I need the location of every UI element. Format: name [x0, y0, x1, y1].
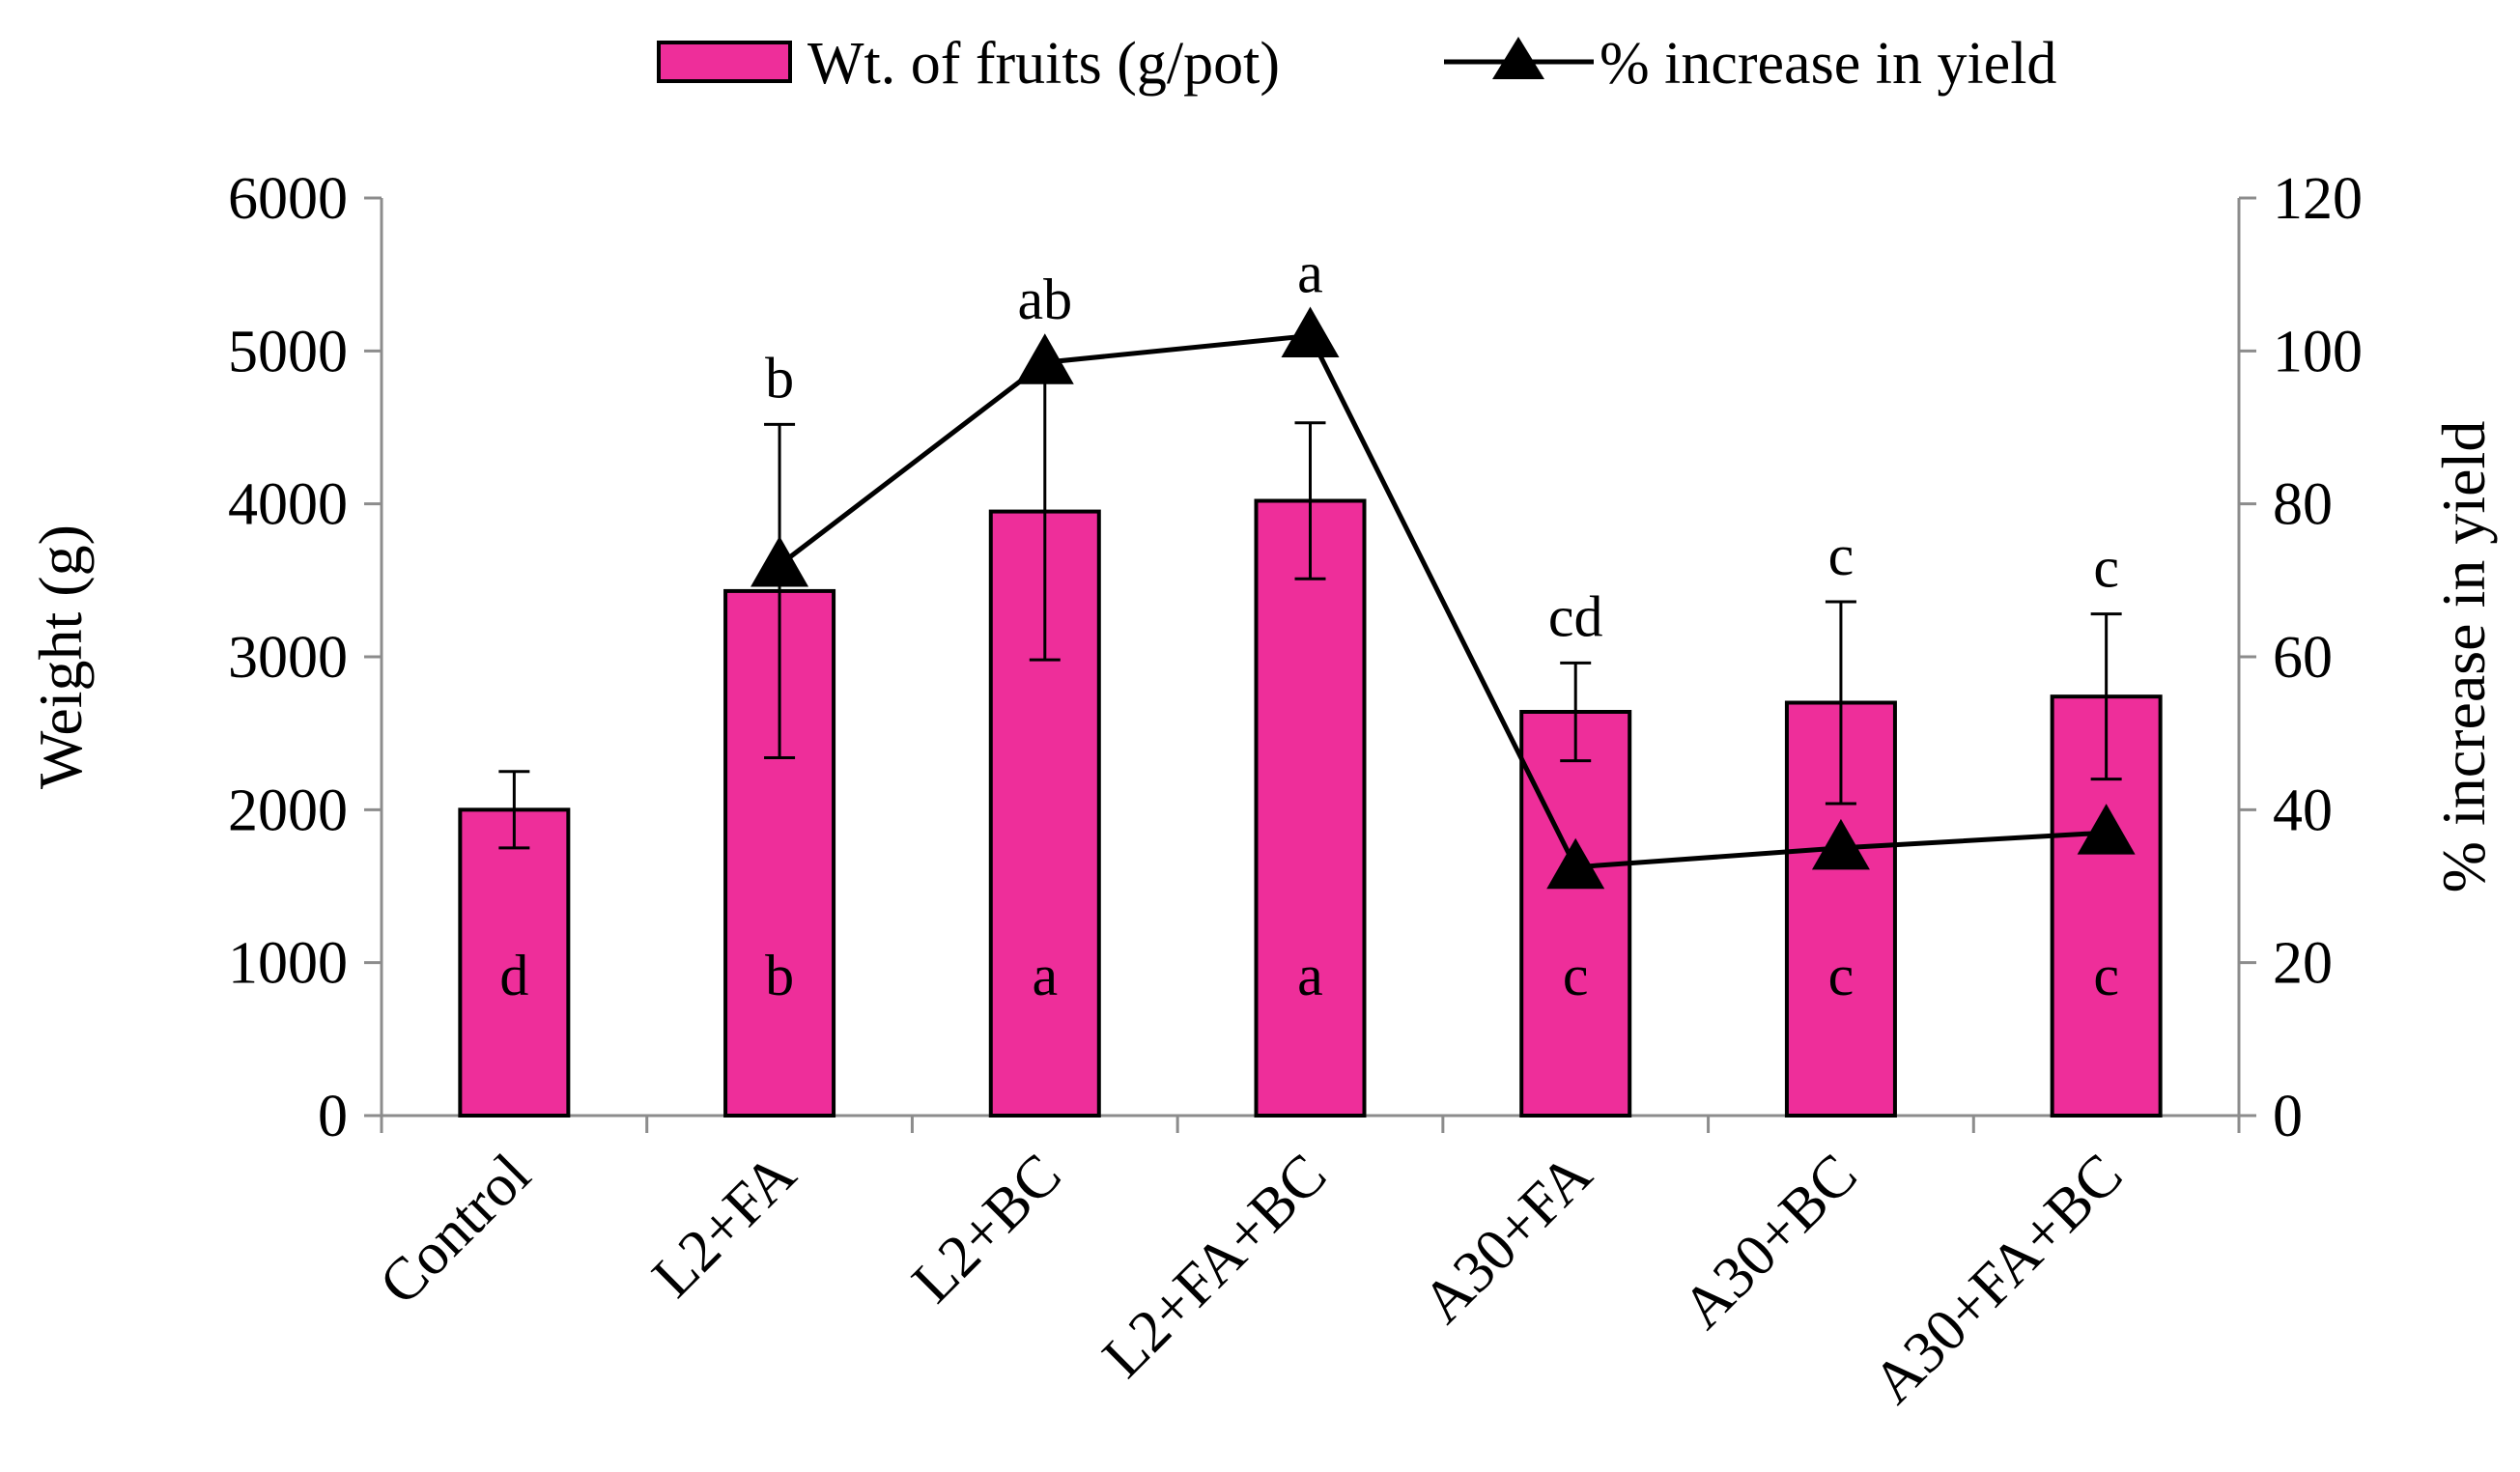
yield-point	[1281, 306, 1340, 357]
x-tick-label: L2+FA+BC	[1090, 1142, 1340, 1391]
bar	[1519, 710, 1632, 1118]
y-tick-label-left: 6000	[228, 166, 348, 232]
bars	[458, 498, 2163, 1118]
significance-letter-bar: c	[1563, 944, 1589, 1007]
significance-letter-top: b	[765, 346, 794, 410]
bar	[458, 807, 571, 1118]
bar	[1254, 498, 1367, 1118]
y-tick-label-left: 2000	[228, 778, 348, 843]
y-tick-label-left: 0	[318, 1084, 348, 1149]
significance-letter-top: cd	[1548, 584, 1603, 648]
x-tick-label: L2+BC	[900, 1142, 1074, 1316]
y-axis-title-left: Weight (g)	[26, 524, 95, 789]
legend-bar-swatch	[657, 41, 792, 83]
yield-point	[1015, 333, 1074, 384]
significance-letter-bar: d	[499, 944, 528, 1007]
x-tick-label: A30+FA	[1410, 1142, 1604, 1336]
yield-point	[1546, 837, 1605, 890]
significance-letter-bar: a	[1297, 944, 1323, 1007]
x-tick-label: A30+BC	[1670, 1142, 1870, 1342]
legend-triangle-marker	[1492, 37, 1544, 79]
yield-point	[750, 536, 809, 587]
yield-point	[1811, 818, 1870, 870]
y-tick-label-right: 40	[2273, 778, 2333, 843]
x-tick-label: Control	[367, 1142, 543, 1317]
y-tick-label-left: 1000	[228, 931, 348, 997]
yield-line	[750, 306, 2136, 890]
significance-letter-bar: c	[1828, 944, 1855, 1007]
y-tick-label-left: 4000	[228, 472, 348, 538]
significance-letter-top: ab	[1017, 268, 1072, 331]
y-tick-label-right: 0	[2273, 1084, 2303, 1149]
y-tick-label-right: 120	[2273, 166, 2363, 232]
significance-letter-top: c	[2093, 536, 2119, 600]
significance-letter-bar: b	[765, 944, 794, 1007]
x-tick-label: L2+FA	[640, 1142, 808, 1310]
yield-point	[2077, 804, 2136, 855]
significance-letter-bar: c	[2093, 944, 2119, 1007]
x-tick-label: A30+FA+BC	[1860, 1142, 2135, 1416]
y-tick-label-right: 80	[2273, 472, 2333, 538]
legend-line-label: % increase in yield	[1600, 31, 2056, 97]
error-bars	[498, 361, 2122, 850]
y-tick-label-right: 100	[2273, 319, 2363, 384]
y-tick-label-left: 5000	[228, 319, 348, 384]
legend-bar-label: Wt. of fruits (g/pot)	[807, 31, 1280, 97]
legend: Wt. of fruits (g/pot) % increase in yield	[657, 31, 2056, 97]
y-axis-title-right: % increase in yield	[2429, 421, 2498, 893]
y-tick-label-left: 3000	[228, 625, 348, 691]
significance-letter-bar: a	[1032, 944, 1058, 1007]
significance-letter-top: a	[1297, 241, 1323, 305]
significance-letter-top: c	[1828, 524, 1855, 587]
y-tick-label-right: 20	[2273, 931, 2333, 997]
yield-line-path	[778, 332, 2107, 870]
y-tick-label-right: 60	[2273, 625, 2333, 691]
